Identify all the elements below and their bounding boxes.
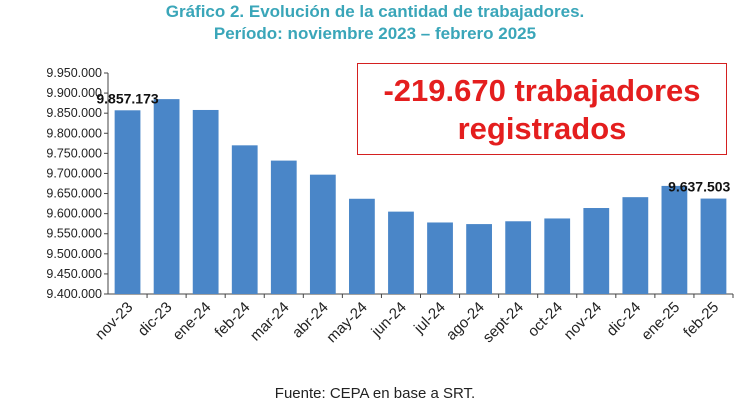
callout-line-1: -219.670 trabajadores bbox=[383, 73, 701, 108]
y-tick-label: 9.850.000 bbox=[46, 106, 102, 120]
bar-ago-24 bbox=[466, 224, 492, 294]
x-tick-label: mar-24 bbox=[247, 299, 293, 345]
y-tick-label: 9.600.000 bbox=[46, 207, 102, 221]
bar-feb-24 bbox=[231, 145, 258, 294]
bar-jul-24 bbox=[427, 222, 453, 294]
bar-dic-24 bbox=[622, 197, 649, 294]
bar-nov-23 bbox=[114, 110, 141, 294]
chart-title: Gráfico 2. Evolución de la cantidad de t… bbox=[165, 2, 585, 21]
y-tick-label: 9.500.000 bbox=[46, 247, 102, 261]
callout-line-2: registrados bbox=[457, 111, 627, 146]
y-tick-label: 9.750.000 bbox=[46, 146, 102, 160]
x-tick-label: may-24 bbox=[323, 299, 370, 346]
y-tick-label: 9.900.000 bbox=[46, 86, 102, 100]
x-tick-label: feb-24 bbox=[211, 299, 253, 341]
y-tick-label: 9.450.000 bbox=[46, 267, 102, 281]
x-tick-label: feb-25 bbox=[680, 299, 722, 341]
bar-ene-24 bbox=[192, 109, 219, 294]
y-tick-label: 9.550.000 bbox=[46, 227, 102, 241]
y-tick-label: 9.800.000 bbox=[46, 126, 102, 140]
callout-box: -219.670 trabajadores registrados bbox=[357, 63, 727, 155]
x-tick-label: dic-23 bbox=[135, 299, 176, 340]
bar-sept-24 bbox=[505, 221, 532, 294]
source-note: Fuente: CEPA en base a SRT. bbox=[274, 385, 476, 402]
y-tick-label: 9.700.000 bbox=[46, 166, 102, 180]
x-tick-label: jun-24 bbox=[368, 299, 410, 341]
bar-jun-24 bbox=[388, 211, 414, 294]
x-tick-label: sept-24 bbox=[480, 299, 527, 346]
x-tick-label: nov-24 bbox=[561, 299, 605, 343]
y-tick-label: 9.400.000 bbox=[46, 287, 102, 301]
bar-may-24 bbox=[349, 198, 375, 294]
x-tick-label: ene-25 bbox=[638, 299, 683, 344]
x-tick-label: oct-24 bbox=[525, 299, 567, 341]
bar-mar-24 bbox=[270, 160, 297, 294]
bar-dic-23 bbox=[153, 99, 180, 294]
chart-subtitle: Período: noviembre 2023 – febrero 2025 bbox=[213, 24, 537, 43]
bar-ene-25 bbox=[661, 185, 688, 294]
y-tick-label: 9.650.000 bbox=[46, 187, 102, 201]
bar-oct-24 bbox=[544, 218, 571, 294]
bar-feb-25 bbox=[700, 198, 727, 294]
bar-abr-24 bbox=[309, 174, 336, 294]
x-tick-label: dic-24 bbox=[603, 299, 644, 340]
y-tick-label: 9.950.000 bbox=[46, 66, 102, 80]
x-tick-label: nov-23 bbox=[92, 299, 136, 343]
bar-nov-24 bbox=[583, 208, 610, 294]
data-label: 9.637.503 bbox=[668, 179, 730, 195]
x-tick-label: ene-24 bbox=[169, 299, 214, 344]
data-label: 9.857.173 bbox=[96, 90, 158, 106]
